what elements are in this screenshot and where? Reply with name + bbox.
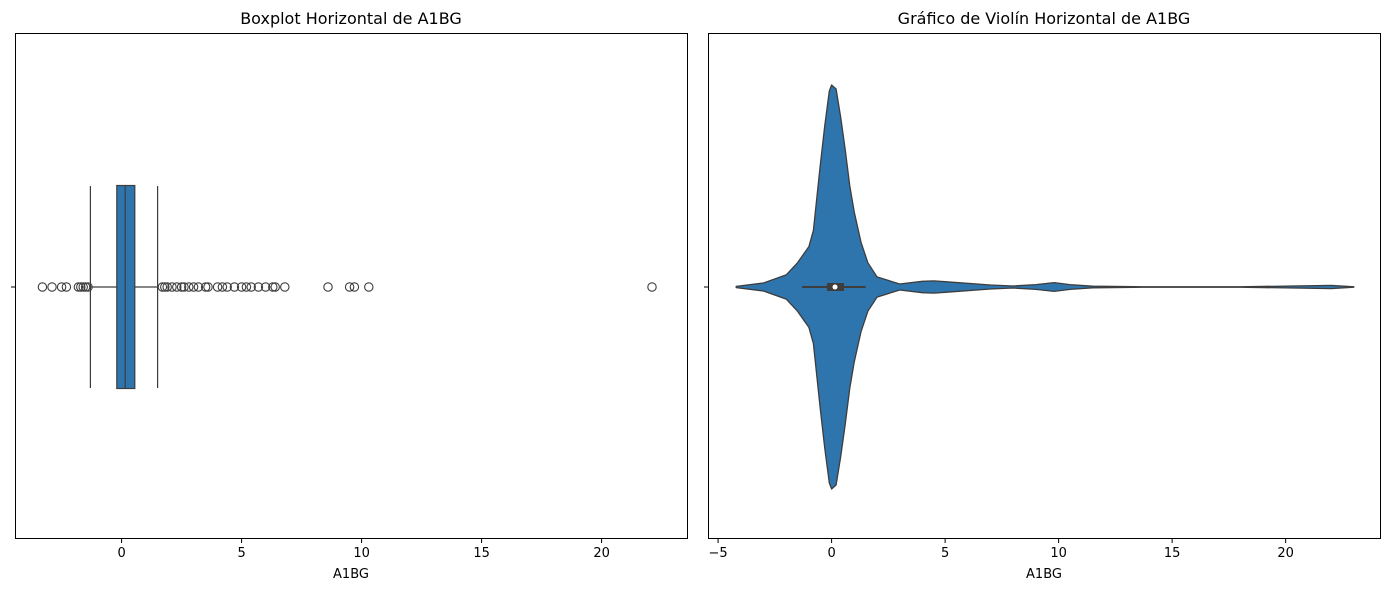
outlier-point: [73, 282, 84, 292]
outlier-point: [184, 282, 194, 292]
violin-title: Gráfico de Violín Horizontal de A1BG: [898, 9, 1191, 28]
outlier-point: [222, 282, 232, 292]
outlier-point: [61, 282, 72, 292]
x-tick-label: 15: [1164, 546, 1181, 561]
outlier-point: [47, 282, 57, 292]
outlier-point: [83, 282, 93, 292]
outlier-point: [241, 282, 252, 292]
outlier-point: [157, 282, 168, 292]
violin-axes-frame: [708, 33, 1381, 539]
outlier-point: [344, 282, 355, 292]
x-tick-label: 0: [827, 546, 835, 561]
violin-body: [735, 84, 1355, 490]
boxplot-title: Boxplot Horizontal de A1BG: [240, 9, 462, 28]
boxplot-x-axis: 0 5 10 15 20: [117, 539, 610, 561]
x-tick-label: 20: [593, 546, 610, 561]
outlier-point: [349, 282, 360, 292]
outlier-point: [246, 282, 256, 292]
box: [116, 184, 136, 390]
outlier-point: [160, 282, 170, 292]
outlier-point: [229, 282, 240, 292]
outlier-point: [268, 282, 278, 292]
x-tick-label: 5: [237, 546, 245, 561]
x-tick-label: 20: [1277, 546, 1294, 561]
outlier-point: [236, 282, 247, 292]
outlier-point: [253, 282, 264, 292]
boxplot-axes-frame: [15, 33, 688, 539]
x-tick-label: −5: [708, 546, 727, 561]
x-tick-label: 15: [473, 546, 490, 561]
violin-x-axis-label: A1BG: [1026, 567, 1062, 582]
outlier-point: [188, 282, 199, 292]
outlier-point: [203, 282, 213, 292]
outlier-point: [212, 282, 223, 292]
outlier-point: [80, 282, 91, 292]
outlier-point: [193, 282, 204, 292]
outlier-point: [167, 282, 177, 292]
x-tick-label: 10: [1050, 546, 1067, 561]
outlier-point: [76, 282, 86, 292]
outlier-point: [260, 282, 271, 292]
outlier-point: [78, 282, 88, 292]
outlier-point: [647, 282, 657, 292]
violin-panel: Gráfico de Violín Horizontal de A1BG −5 0…: [704, 9, 1381, 582]
boxplot-panel: Boxplot Horizontal de A1BG 0 5 10 15 20 A1BG: [11, 9, 688, 582]
outlier-point: [179, 282, 189, 292]
outlier-point: [280, 282, 290, 292]
outlier-point: [56, 282, 67, 292]
outlier-point: [364, 282, 374, 292]
violin-x-axis: −5 0 5 10 15 20: [708, 539, 1294, 561]
boxplot-plot-area: [37, 184, 657, 390]
outlier-point: [217, 282, 228, 292]
outlier-point: [270, 282, 280, 292]
outlier-point: [162, 282, 172, 292]
outlier-point: [176, 282, 187, 292]
outlier-point: [323, 282, 333, 292]
violin-plot-area: [735, 84, 1355, 490]
x-tick-label: 10: [353, 546, 370, 561]
outlier-point: [37, 282, 48, 292]
x-tick-label: 5: [941, 546, 949, 561]
violin-median-marker: [832, 284, 838, 290]
outlier-point: [200, 282, 211, 292]
outlier-point: [172, 282, 182, 292]
boxplot-x-axis-label: A1BG: [333, 567, 369, 582]
x-tick-label: 0: [117, 546, 125, 561]
